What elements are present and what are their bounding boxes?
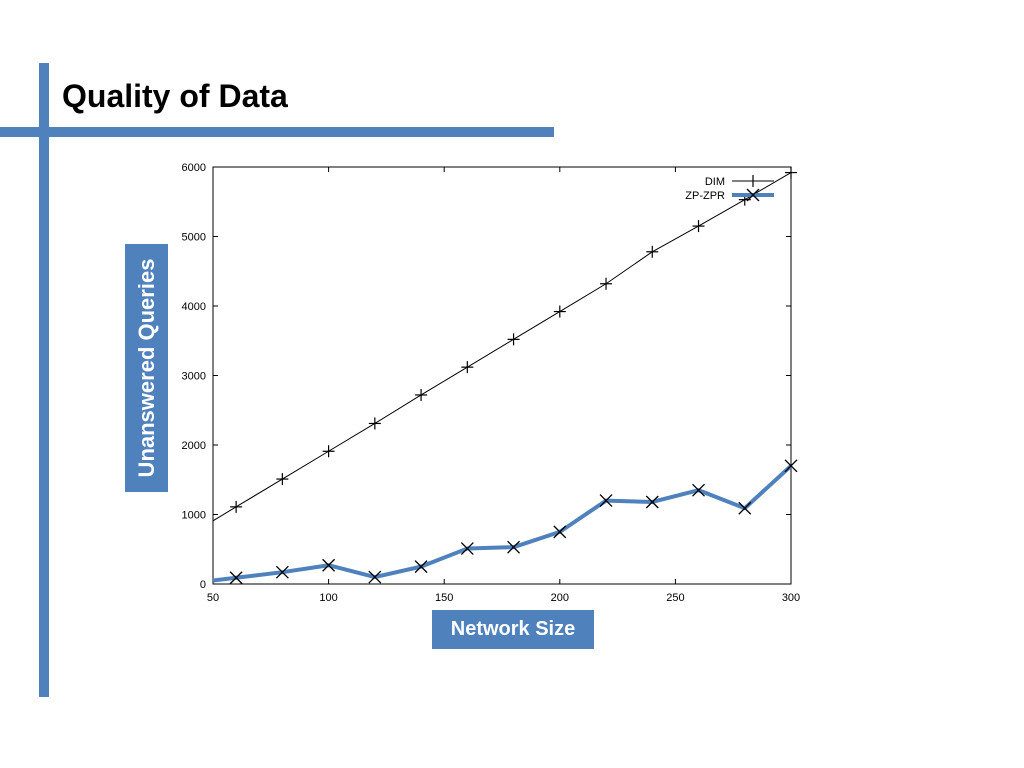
slide-title: Quality of Data	[62, 78, 288, 114]
marker-stroke	[322, 558, 336, 572]
data-point-dim	[600, 277, 613, 290]
x-axis-label: Network Size	[450, 618, 576, 640]
y-tick-label: 6000	[182, 162, 206, 174]
y-tick-label: 1000	[182, 510, 206, 522]
y-tick-label: 5000	[182, 232, 206, 244]
data-point-zp-zpr	[368, 570, 382, 584]
y-axis-label: Unanswered Queries	[133, 258, 159, 478]
data-point-dim	[230, 500, 243, 513]
data-point-dim	[507, 333, 520, 346]
data-point-zp-zpr	[322, 558, 336, 572]
x-tick-label: 50	[207, 592, 219, 604]
x-tick-label: 200	[551, 592, 569, 604]
marker-stroke	[746, 188, 760, 202]
legend: DIM ZP-ZPR	[685, 175, 774, 202]
data-point-dim	[461, 361, 474, 374]
accent-bar-vertical	[39, 63, 49, 697]
x-axis-label-box: Network Size	[432, 610, 594, 649]
y-axis-label-box: Unanswered Queries	[125, 244, 168, 492]
marker-stroke	[460, 542, 474, 556]
marker-stroke	[692, 483, 705, 497]
data-point-dim	[322, 445, 335, 458]
y-tick-label: 2000	[182, 440, 206, 452]
data-point-zp-zpr	[784, 459, 798, 473]
data-point-zp-zpr	[507, 540, 521, 554]
data-point-dim	[646, 245, 659, 258]
data-point-dim	[553, 305, 566, 318]
x-tick-label: 100	[319, 592, 337, 604]
marker-stroke	[275, 565, 289, 579]
marker-stroke	[507, 540, 521, 554]
x-tick-label: 150	[435, 592, 453, 604]
accent-bar-horizontal	[0, 127, 554, 137]
y-tick-label: 3000	[182, 371, 206, 383]
data-point-dim	[415, 388, 428, 401]
data-point-zp-zpr	[275, 565, 289, 579]
series-line-dim	[212, 172, 792, 522]
data-point-zp-zpr	[229, 571, 243, 585]
marker-stroke	[229, 571, 243, 585]
marker-stroke	[738, 501, 752, 515]
marker-stroke	[599, 494, 613, 508]
series-line-zp-zpr	[212, 464, 793, 583]
data-point-dim	[276, 473, 289, 486]
x-tick-label: 300	[782, 592, 800, 604]
data-point-dim	[368, 417, 381, 430]
y-tick-label: 4000	[182, 301, 206, 313]
legend-label-dim: DIM	[705, 176, 725, 188]
marker-stroke	[368, 570, 382, 584]
data-point-zp-zpr	[692, 483, 705, 497]
marker-stroke	[784, 459, 798, 473]
data-point-zp-zpr	[738, 501, 752, 515]
data-point-zp-zpr	[460, 542, 474, 556]
y-tick-label: 0	[200, 579, 206, 591]
legend-label-zp-zpr: ZP-ZPR	[685, 190, 725, 202]
plot-frame	[212, 166, 792, 585]
marker-stroke	[645, 495, 659, 509]
data-point-dim	[785, 166, 797, 179]
data-point-zp-zpr	[645, 495, 659, 509]
data-point-zp-zpr	[553, 525, 567, 539]
marker-stroke	[414, 560, 428, 574]
x-tick-label: 250	[666, 592, 684, 604]
legend-marker-zp-zpr	[746, 188, 760, 202]
data-point-zp-zpr	[414, 560, 428, 574]
data-point-zp-zpr	[599, 494, 613, 508]
marker-stroke	[553, 525, 567, 539]
data-point-dim	[692, 220, 705, 233]
